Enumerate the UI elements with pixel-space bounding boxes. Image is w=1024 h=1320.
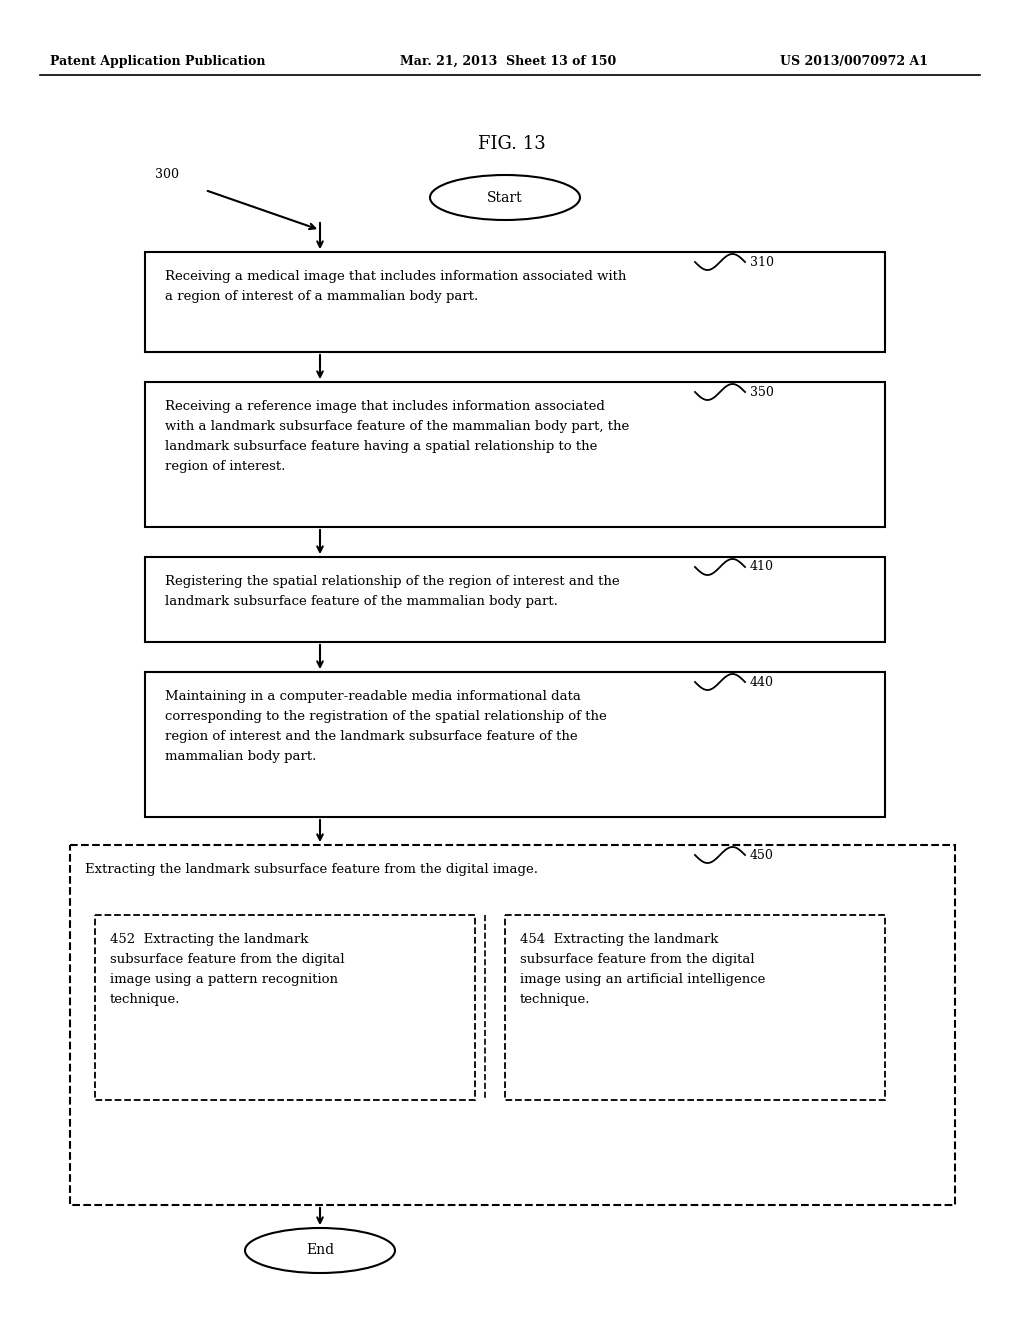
- Bar: [505, 915, 885, 1100]
- Bar: [145, 557, 885, 642]
- Text: US 2013/0070972 A1: US 2013/0070972 A1: [780, 55, 928, 69]
- Text: 452  Extracting the landmark
subsurface feature from the digital
image using a p: 452 Extracting the landmark subsurface f…: [110, 933, 345, 1006]
- Bar: [145, 672, 885, 817]
- Bar: [145, 381, 885, 527]
- Text: 310: 310: [750, 256, 774, 268]
- Ellipse shape: [430, 176, 580, 220]
- Text: Registering the spatial relationship of the region of interest and the
landmark : Registering the spatial relationship of …: [165, 576, 620, 609]
- Text: 300: 300: [155, 169, 179, 181]
- Text: 350: 350: [750, 385, 774, 399]
- Text: 454  Extracting the landmark
subsurface feature from the digital
image using an : 454 Extracting the landmark subsurface f…: [520, 933, 765, 1006]
- Text: Start: Start: [487, 190, 523, 205]
- Bar: [70, 845, 955, 1205]
- Text: 450: 450: [750, 849, 774, 862]
- Text: Receiving a reference image that includes information associated
with a landmark: Receiving a reference image that include…: [165, 400, 630, 473]
- Text: 410: 410: [750, 561, 774, 573]
- Text: FIG. 13: FIG. 13: [478, 135, 546, 153]
- Bar: [95, 915, 475, 1100]
- Text: Patent Application Publication: Patent Application Publication: [50, 55, 265, 69]
- Text: Mar. 21, 2013  Sheet 13 of 150: Mar. 21, 2013 Sheet 13 of 150: [400, 55, 616, 69]
- Text: 440: 440: [750, 676, 774, 689]
- Text: Extracting the landmark subsurface feature from the digital image.: Extracting the landmark subsurface featu…: [85, 863, 538, 876]
- Text: Maintaining in a computer-readable media informational data
corresponding to the: Maintaining in a computer-readable media…: [165, 690, 607, 763]
- Text: End: End: [306, 1243, 334, 1258]
- Ellipse shape: [245, 1228, 395, 1272]
- Bar: [145, 252, 885, 352]
- Text: Receiving a medical image that includes information associated with
a region of : Receiving a medical image that includes …: [165, 271, 627, 304]
